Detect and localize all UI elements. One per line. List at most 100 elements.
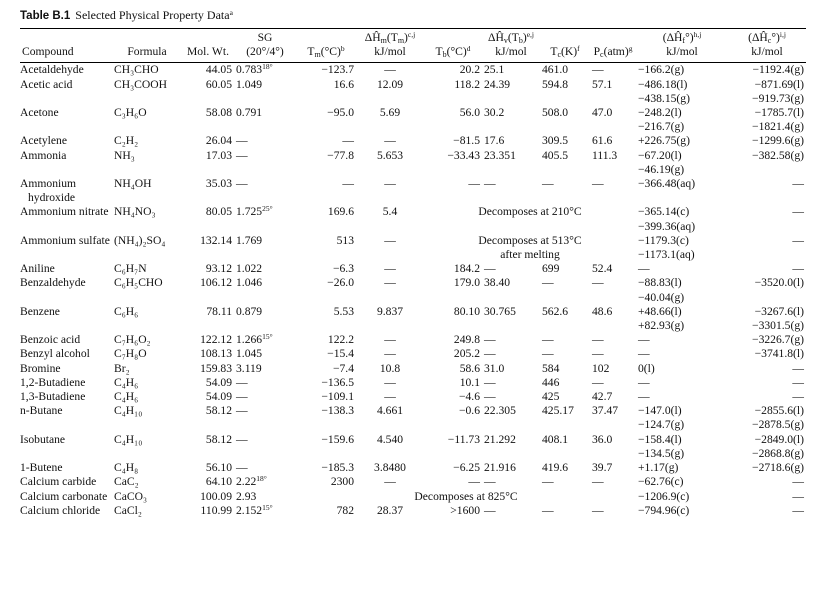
cell-line: 1.046: [236, 276, 294, 290]
text: 0.791: [236, 106, 263, 120]
text: (NH₄)₂SO₄: [114, 233, 166, 247]
cell-line: −1179.3(c): [638, 234, 726, 248]
cell-line: 1.26615°: [236, 333, 294, 347]
text: Decomposes at 513°C: [478, 233, 582, 247]
cell-line: —: [484, 177, 538, 191]
text: 1,2-Butadiene: [20, 375, 86, 389]
table-cell: —: [482, 504, 540, 518]
table-cell: Br₂: [112, 362, 182, 376]
table-cell: 132.14: [182, 234, 234, 262]
table-cell: 44.05: [182, 63, 234, 78]
table-cell: —: [356, 134, 424, 148]
cell-line: 446: [542, 376, 588, 390]
table-cell: —: [356, 234, 424, 262]
text: —: [542, 177, 554, 191]
cell-line: 562.6: [542, 305, 588, 319]
text: —: [792, 375, 804, 389]
table-cell: —: [728, 475, 806, 489]
subscript: m: [314, 50, 321, 60]
text: ΔĤ: [488, 31, 504, 44]
text: −248.2(l): [638, 106, 682, 120]
table-cell: −88.83(l) −40.04(g): [636, 276, 728, 304]
cell-line: Benzyl alcohol: [20, 347, 110, 361]
cell-line: −15.4: [298, 347, 354, 361]
text: —: [638, 375, 650, 389]
text: −124.7(g): [638, 418, 685, 432]
header-row: Compound Formula Mol. Wt. SG (20°/4°) Tm(°C)b…: [20, 28, 806, 63]
cell-line: 60.05: [184, 78, 232, 92]
cell-line: −123.7: [298, 63, 354, 77]
cell-line: 37.47: [592, 404, 634, 418]
text: 169.6: [327, 205, 354, 219]
text: —: [236, 177, 248, 191]
text: Acetic acid: [20, 77, 73, 91]
cell-line: 35.03: [184, 177, 232, 191]
table-cell: −1206.9(c): [636, 490, 728, 504]
text: −6.25: [453, 461, 480, 475]
table-cell: +48.66(l) +82.93(g): [636, 305, 728, 333]
cell-line: Acetic acid: [20, 78, 110, 92]
table-cell: Benzene: [20, 305, 112, 333]
text: C₇H₆O₂: [114, 333, 151, 347]
table-cell: —: [482, 475, 540, 489]
table-cell: 56.10: [182, 461, 234, 475]
cell-line: Decomposes at 210°C: [426, 205, 634, 219]
table-cell: 4.661: [356, 404, 424, 432]
column-header: (ΔĤc°)i,j kJ/mol: [728, 29, 806, 63]
text: Benzoic acid: [20, 333, 81, 347]
text: —: [792, 233, 804, 247]
table-cell: −95.0: [296, 106, 356, 134]
text: —: [592, 347, 604, 361]
cell-line: —: [542, 333, 588, 347]
text: 0.783: [236, 63, 263, 77]
text: 132.14: [200, 233, 232, 247]
text: 52.4: [592, 262, 613, 276]
table-cell: 48.6: [590, 305, 636, 333]
table-cell: 419.6: [540, 461, 590, 475]
cell-line: 58.12: [184, 433, 232, 447]
table-cell: 58.08: [182, 106, 234, 134]
text: ): [522, 31, 527, 44]
table-cell: 425: [540, 390, 590, 404]
table: Compound Formula Mol. Wt. SG (20°/4°) Tm(°C)b…: [20, 28, 806, 518]
note: Decomposes at 825°C: [296, 490, 636, 504]
table-cell: Aniline: [20, 262, 112, 276]
table-cell: —: [728, 376, 806, 390]
cell-line: 57.1: [592, 78, 634, 92]
cell-line: −138.3: [298, 404, 354, 418]
table-cell: 2.2218°: [234, 475, 296, 489]
table-cell: —: [356, 347, 424, 361]
table-cell: 179.0: [424, 276, 482, 304]
text: Br₂: [114, 361, 130, 375]
cell-line: (NH₄)₂SO₄: [114, 234, 180, 248]
text: 3.8480: [374, 461, 406, 475]
table-cell: −185.3: [296, 461, 356, 475]
text: −366.48(aq): [638, 177, 696, 191]
text: 425.17: [542, 404, 574, 418]
text: —: [792, 390, 804, 404]
text: Decomposes at 210°C: [478, 205, 582, 219]
table-row: Benzyl alcohol C₇H₈O 108.13 1.045 −15.4 — 205.…: [20, 347, 806, 361]
table-row: Acetylene C₂H₂ 26.04 — — — −81.5 17.6 309.5 61.6 +…: [20, 134, 806, 148]
text: 31.0: [484, 361, 505, 375]
table-row: Acetic acid CH₃COOH 60.05 1.049 16.6 12.09 118…: [20, 78, 806, 106]
table-cell: −1192.4(g): [728, 63, 806, 78]
cell-line: −7.4: [298, 362, 354, 376]
table-cell: 58.12: [182, 433, 234, 461]
table-body: Acetaldehyde CH₃CHO 44.05 0.78318° −123.7—20…: [20, 63, 806, 518]
cell-line: 118.2: [426, 78, 480, 92]
text: 1.049: [236, 77, 263, 91]
table-cell: C₄H₆: [112, 390, 182, 404]
table-cell: −166.2(g): [636, 63, 728, 78]
cell-line: Br₂: [114, 362, 180, 376]
text: 3.119: [236, 361, 262, 375]
text: −158.4(l): [638, 432, 682, 446]
text: Acetone: [20, 106, 59, 120]
superscript: 25°: [262, 204, 273, 214]
cell-line: 26.04: [184, 134, 232, 148]
table-cell: —: [728, 177, 806, 205]
column-header: Tm(°C)b: [296, 29, 356, 63]
text: 1.725: [236, 205, 263, 219]
text: −123.7: [321, 63, 354, 77]
superscript: e,j: [526, 30, 534, 39]
